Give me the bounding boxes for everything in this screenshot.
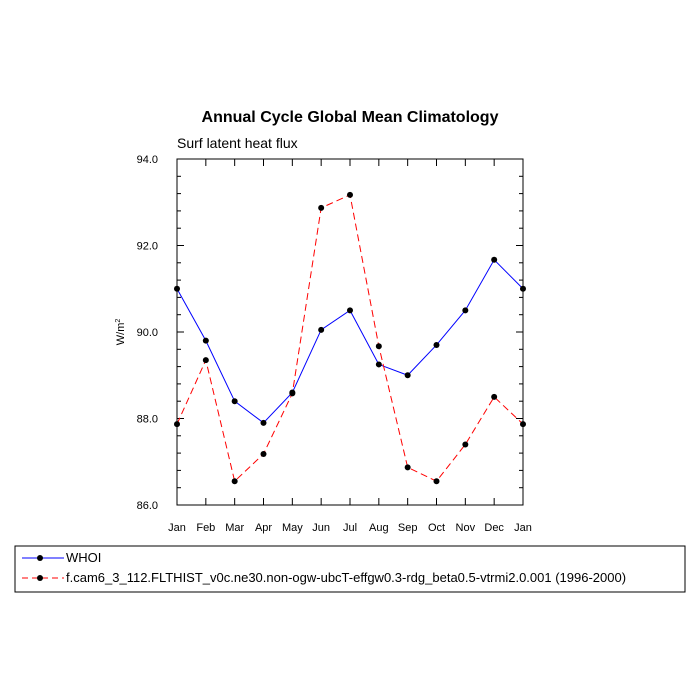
series-0-point [347,307,353,314]
series-1-point [174,421,180,428]
series-1-point [260,450,267,457]
y-axis-label-text: W/m [115,323,127,346]
x-tick-label: May [282,522,303,534]
series-0-point [318,326,325,333]
series-1-point [202,357,209,364]
y-tick-label: 94.0 [137,154,158,166]
series-0-point [462,307,469,314]
y-axis-label: W/m2 [115,319,127,346]
series-1-point [433,478,440,485]
series-line-1 [176,194,524,483]
x-tick-label: Feb [196,522,215,534]
series-1-point [462,441,469,448]
series-0-point [231,398,238,405]
x-tick-label: Mar [225,522,244,534]
series-0-point [404,372,411,379]
chart-title: Annual Cycle Global Mean Climatology [202,109,499,126]
series-0-point [491,256,498,263]
series-0-point [433,341,440,348]
legend-label-whoi: WHOI [66,550,101,565]
x-tick-label: Jun [312,522,330,534]
y-axis-label-sup: 2 [115,319,122,323]
x-tick-label: Nov [456,522,476,534]
series-0-point [375,361,382,368]
series-1-point [289,390,296,397]
series-layer [174,191,526,485]
series-0-point [174,285,180,292]
plot-axes: Jan Feb Mar Apr May Jun Jul Aug Sep Oct Nov Dec Jan 8… [137,154,532,534]
legend-label-model: f.cam6_3_112.FLTHIST_v0c.ne30.non-ogw-ub… [66,570,626,585]
series-1-point [520,421,526,428]
x-tick-label: Jan [514,522,532,534]
x-tick-label: Dec [484,522,504,534]
series-1-point [404,464,411,471]
y-tick-label: 92.0 [137,241,158,253]
x-tick-label: Jan [168,522,186,534]
y-tick-label: 88.0 [137,414,158,426]
x-tick-label: Jul [343,522,357,534]
legend: WHOI f.cam6_3_112.FLTHIST_v0c.ne30.non-o… [14,545,686,593]
x-tick-label: Apr [255,522,272,534]
x-tick-label: Oct [428,522,445,534]
plot-frame [176,158,524,506]
series-0-point [520,285,526,292]
series-line-0 [176,258,524,424]
series-0-point [202,337,209,344]
series-1-point [375,343,382,350]
x-tick-label: Sep [398,522,418,534]
y-tick-label: 90.0 [137,327,158,339]
y-tick-label: 86.0 [137,500,158,512]
chart-subtitle: Surf latent heat flux [177,135,298,151]
x-tick-label: Aug [369,522,389,534]
legend-box [14,545,686,593]
series-1-point [491,393,498,400]
legend-marker-whoi [37,555,43,561]
series-1-point [231,478,238,485]
series-1-point [318,204,325,211]
series-0-point [260,419,267,426]
legend-marker-model [37,575,43,581]
series-1-point [347,191,353,198]
